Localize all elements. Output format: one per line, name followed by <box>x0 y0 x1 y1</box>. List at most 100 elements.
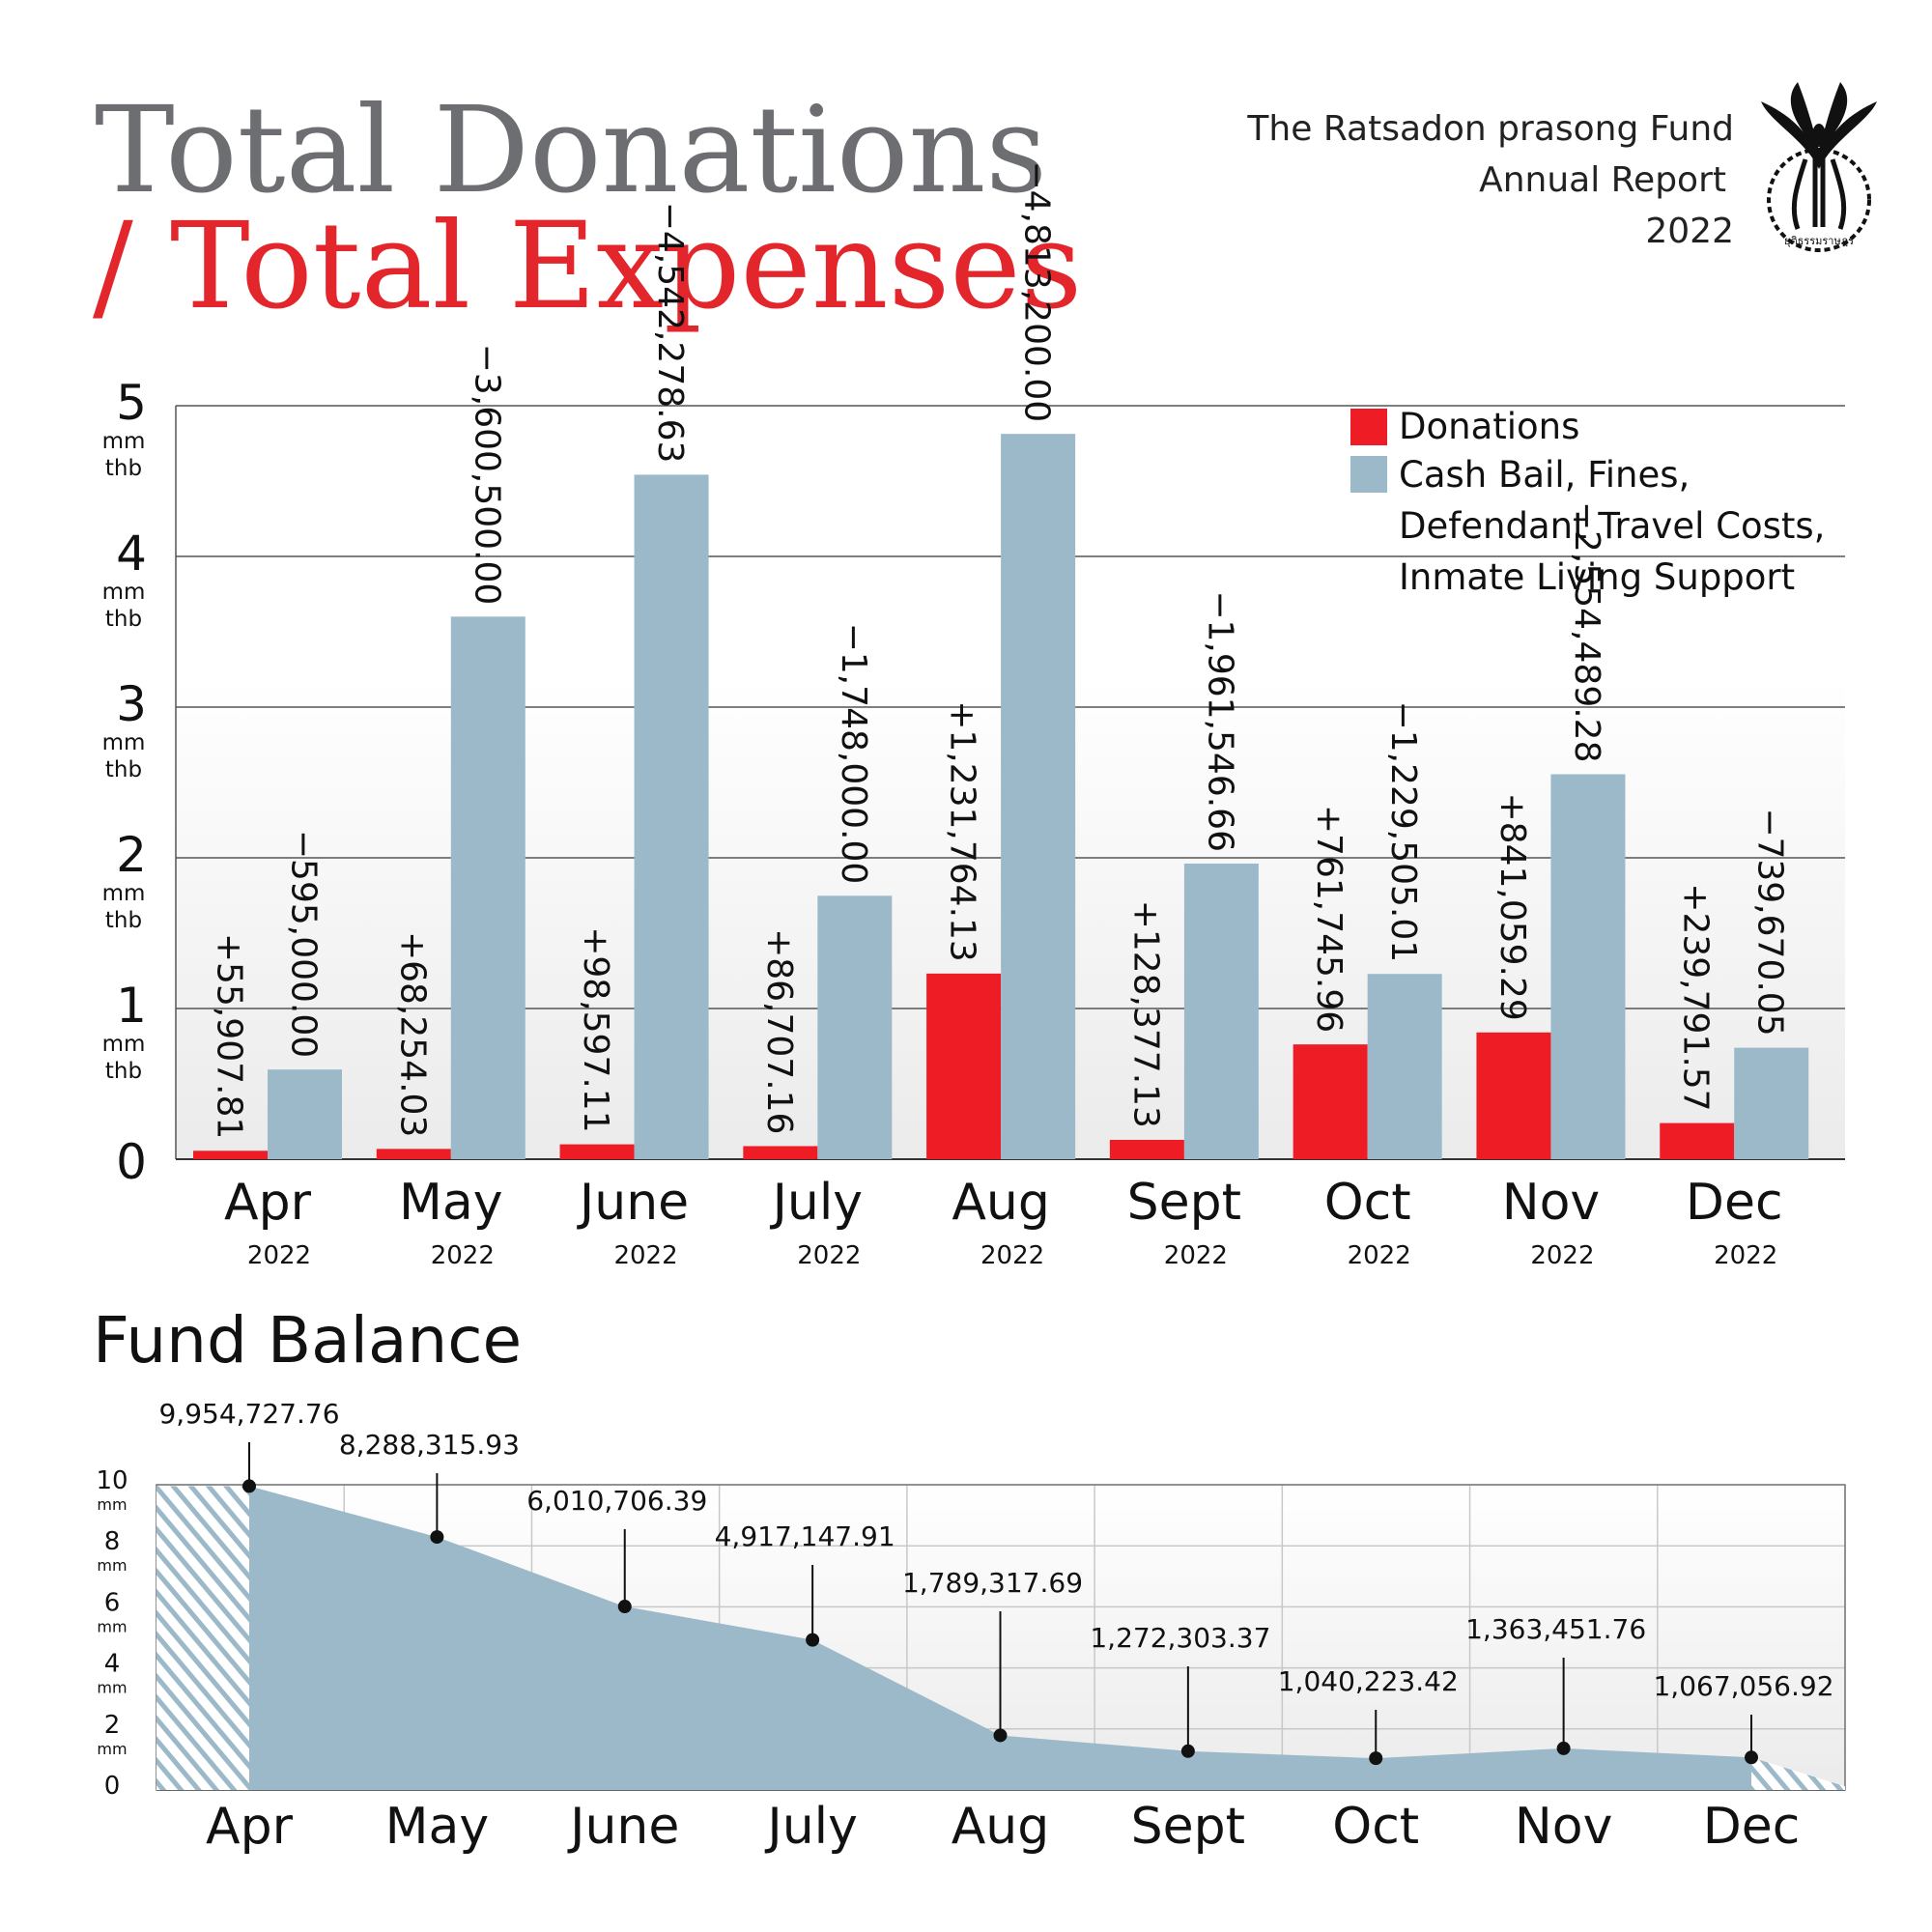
x-tick-year: 2022 <box>1714 1241 1777 1270</box>
legend-swatch-donations <box>1350 409 1387 445</box>
balance-value-label: 1,272,303.37 <box>1090 1622 1270 1654</box>
donation-value-label: +55,907.81 <box>210 933 249 1139</box>
data-point <box>242 1479 256 1493</box>
legend-label-expenses-line1: Cash Bail, Fines, <box>1399 454 1690 496</box>
bar-chart-x-axis: Apr 2022 May 2022 June 2022 July 2022 Aug 2022 Sep… <box>224 1174 1783 1270</box>
x-tick-label: Aug <box>952 1798 1050 1856</box>
x-tick-year: 2022 <box>1348 1241 1411 1270</box>
balance-value-label: 9,954,727.76 <box>158 1398 339 1430</box>
y-unit-label: mm <box>102 1032 146 1057</box>
logo-text: ยุติธรรมราษฎร <box>1784 235 1854 247</box>
page-title: Total Donations <box>95 81 1047 220</box>
data-point <box>1180 1744 1195 1758</box>
bar-chart-data-labels: +55,907.81 −595,000.00 +68,254.03 −3,600,50… <box>210 161 1790 1140</box>
x-tick-label: Aug <box>952 1174 1050 1232</box>
expense-bar <box>817 895 893 1159</box>
area-hatch-left <box>156 1486 249 1790</box>
report-year: 2022 <box>1645 212 1734 251</box>
donation-bar <box>1476 1032 1551 1159</box>
donation-bar <box>1109 1139 1184 1159</box>
balance-value-label: 1,040,223.42 <box>1278 1665 1459 1697</box>
donation-value-label: +1,231,764.13 <box>943 700 982 962</box>
x-tick-label: July <box>764 1798 858 1856</box>
donation-bar <box>743 1146 818 1159</box>
y-tick-label: 6 <box>104 1588 121 1617</box>
x-tick-label: Nov <box>1515 1798 1613 1856</box>
x-tick-label: Oct <box>1324 1174 1411 1232</box>
x-tick-year: 2022 <box>980 1241 1044 1270</box>
legend-label-expenses-line2: Defendant Travel Costs, <box>1399 505 1825 547</box>
expense-value-label: −739,670.05 <box>1750 808 1790 1036</box>
legend-label-donations: Donations <box>1399 406 1579 447</box>
y-unit-label: mm <box>102 881 146 906</box>
y-tick-label: 2 <box>104 1711 121 1740</box>
y-unit-label: mm <box>97 1617 127 1635</box>
donation-bar <box>1293 1044 1368 1159</box>
y-tick-label: 1 <box>116 978 147 1034</box>
x-tick-label: Sept <box>1127 1174 1241 1232</box>
x-tick-year: 2022 <box>613 1241 677 1270</box>
x-tick-label: May <box>385 1798 490 1856</box>
x-tick-label: Oct <box>1332 1798 1419 1856</box>
y-tick-label: 4 <box>104 1650 121 1679</box>
x-tick-year: 2022 <box>797 1241 861 1270</box>
y-unit-label: thb <box>105 456 142 481</box>
donation-bar <box>376 1149 451 1159</box>
expense-value-label: −1,961,546.66 <box>1200 590 1239 852</box>
data-point <box>993 1728 1008 1743</box>
donation-value-label: +68,254.03 <box>392 931 432 1137</box>
org-name: The Ratsadon prasong Fund <box>1246 109 1734 149</box>
y-tick-label: 0 <box>104 1772 121 1801</box>
data-point <box>430 1530 444 1545</box>
balance-value-label: 4,917,147.91 <box>715 1520 895 1552</box>
balance-value-label: 6,010,706.39 <box>526 1485 707 1517</box>
x-tick-year: 2022 <box>247 1241 311 1270</box>
y-unit-label: thb <box>105 757 142 782</box>
donation-bar <box>926 973 1002 1159</box>
y-unit-label: mm <box>102 429 146 454</box>
expense-value-label: −1,229,505.01 <box>1383 701 1423 963</box>
y-tick-label: 3 <box>116 676 147 732</box>
legend-label-expenses-line3: Inmate Living Support <box>1399 556 1795 598</box>
header: Total Donations / Total Expenses The Rat… <box>93 81 1877 336</box>
bar-chart-bars <box>193 434 1809 1159</box>
fund-balance-area-shape <box>249 1486 1751 1790</box>
expense-bar <box>1367 974 1442 1159</box>
x-tick-label: July <box>770 1174 864 1232</box>
expense-bar <box>1183 863 1259 1159</box>
data-point <box>1745 1750 1758 1765</box>
report-name: Annual Report <box>1479 160 1726 200</box>
x-tick-year: 2022 <box>1530 1241 1594 1270</box>
balance-value-label: 1,363,451.76 <box>1465 1613 1646 1645</box>
expense-value-label: −1,748,000.00 <box>834 623 873 885</box>
expense-bar <box>450 616 526 1159</box>
expense-value-label: −4,542,278.63 <box>650 202 690 464</box>
fund-logo: ยุติธรรมราษฎร <box>1761 82 1877 252</box>
balance-value-label: 1,067,056.92 <box>1653 1670 1833 1702</box>
x-tick-label: June <box>567 1798 679 1856</box>
y-tick-label: 8 <box>104 1527 121 1556</box>
donation-value-label: +239,791.57 <box>1676 883 1716 1111</box>
expense-value-label: −4,813,200.00 <box>1017 161 1057 423</box>
donation-bar <box>193 1151 268 1159</box>
y-tick-label: 2 <box>116 827 147 883</box>
page-subtitle: Total Expenses <box>170 197 1082 336</box>
y-tick-label: 10 <box>96 1466 128 1495</box>
donation-value-label: +761,745.96 <box>1309 805 1349 1033</box>
donation-bar <box>559 1144 635 1159</box>
y-unit-label: mm <box>97 1740 127 1758</box>
y-tick-label: 5 <box>116 375 147 431</box>
x-tick-year: 2022 <box>1164 1241 1228 1270</box>
y-unit-label: mm <box>97 1679 127 1697</box>
fund-balance-x-axis: Apr May June July Aug Sept Oct Nov Dec <box>206 1798 1800 1856</box>
y-unit-label: thb <box>105 607 142 632</box>
x-tick-label: Apr <box>224 1174 312 1232</box>
y-unit-label: mm <box>102 730 146 755</box>
expense-bar <box>1550 774 1626 1159</box>
expense-bar <box>1001 434 1076 1159</box>
data-point <box>617 1600 632 1614</box>
expense-value-label: −3,600,500.00 <box>467 344 506 606</box>
